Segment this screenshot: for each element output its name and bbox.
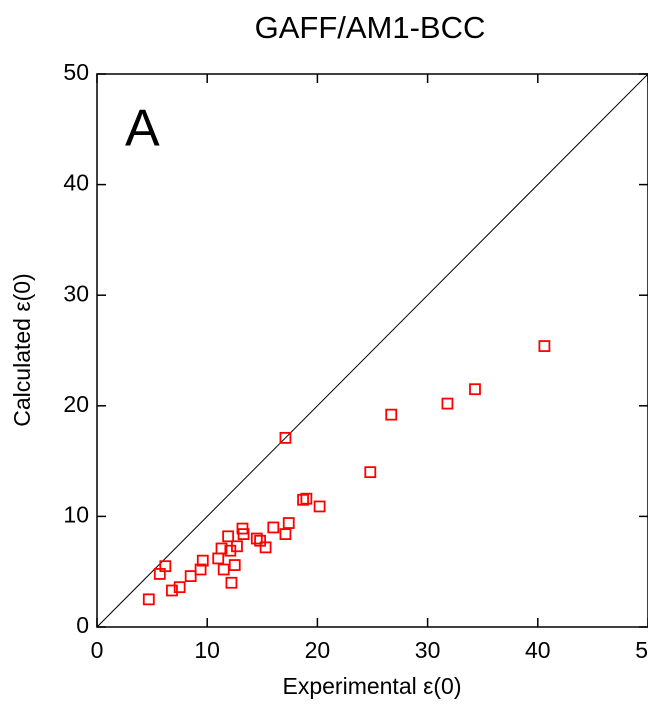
- point: [364, 466, 377, 479]
- point: [279, 431, 292, 444]
- x-tick-label: 0: [91, 637, 104, 663]
- x-axis-title: Experimental ε(0): [283, 673, 462, 699]
- x-tick-label: 10: [194, 637, 220, 663]
- point: [267, 521, 280, 534]
- point: [225, 576, 238, 589]
- y-tick-label: 20: [63, 391, 89, 417]
- point: [196, 554, 209, 567]
- x-tick-label: 20: [305, 637, 331, 663]
- point: [469, 383, 481, 396]
- point: [538, 340, 551, 352]
- point: [441, 397, 454, 410]
- x-tick-label: 30: [415, 637, 441, 663]
- point: [228, 559, 241, 571]
- point: [184, 570, 197, 583]
- point: [385, 408, 398, 421]
- y-tick-label: 0: [76, 612, 89, 638]
- y-tick-label: 10: [63, 501, 89, 527]
- x-tick-label: 40: [525, 637, 551, 663]
- x-tick-label: 50: [635, 637, 648, 663]
- point: [173, 581, 186, 594]
- point: [166, 584, 178, 597]
- panel-label: A: [125, 100, 160, 158]
- y-axis-title: Calculated ε(0): [9, 273, 35, 426]
- point: [212, 552, 225, 565]
- point: [300, 492, 313, 505]
- point: [222, 530, 235, 543]
- diagonal: [96, 73, 648, 628]
- point: [231, 540, 243, 553]
- point: [194, 563, 207, 576]
- y-tick-label: 30: [63, 280, 89, 306]
- y-tick-label: 50: [63, 59, 89, 85]
- point: [159, 560, 172, 573]
- point: [142, 593, 155, 606]
- point: [313, 500, 326, 513]
- chart-title: GAFF/AM1-BCC: [255, 10, 486, 45]
- y-tick-label: 40: [63, 170, 89, 196]
- point: [250, 532, 263, 545]
- point: [279, 528, 292, 540]
- point: [282, 517, 295, 529]
- point: [217, 563, 230, 576]
- point: [297, 493, 309, 506]
- plot-frame: [96, 73, 648, 628]
- point: [237, 528, 250, 540]
- point: [259, 541, 272, 554]
- point: [215, 542, 228, 555]
